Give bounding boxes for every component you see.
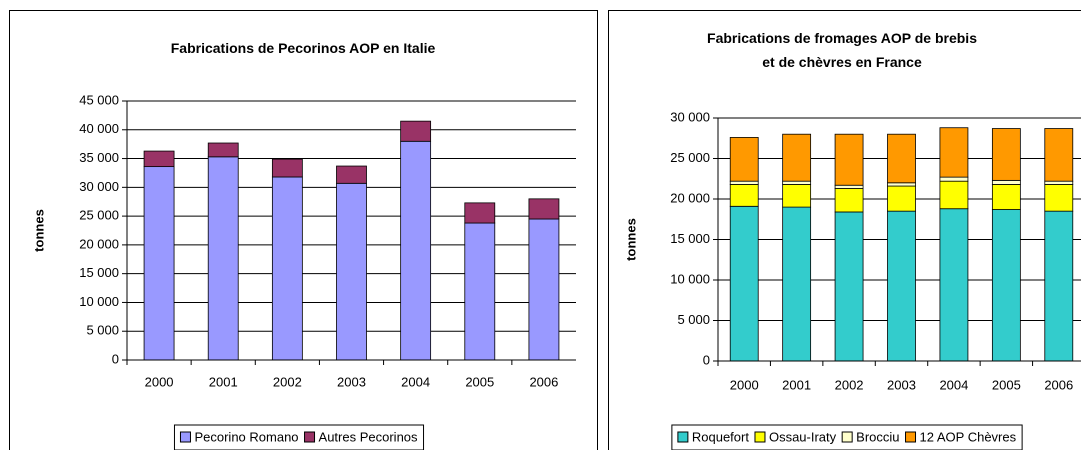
x-tick-label: 2004 — [401, 374, 430, 389]
x-tick-label: 2003 — [887, 377, 916, 392]
y-tick-label: 30 000 — [79, 179, 119, 194]
bar-segment — [1044, 128, 1074, 182]
x-tick-label: 2006 — [1044, 377, 1073, 392]
y-axis-label: tonnes — [31, 209, 46, 252]
y-tick-label: 20 000 — [670, 190, 710, 205]
y-tick-label: 10 000 — [79, 294, 119, 309]
bar-segment — [1044, 184, 1074, 212]
chart-frame — [9, 10, 598, 450]
bar-segment — [834, 188, 864, 213]
bar-segment — [782, 133, 812, 182]
bar-segment — [400, 120, 432, 142]
bar-segment — [782, 180, 812, 185]
y-tick-label: 15 000 — [670, 231, 710, 246]
y-tick-label: 25 000 — [670, 150, 710, 165]
bar-segment — [991, 184, 1021, 210]
bar-segment — [729, 205, 759, 362]
bar-segment — [939, 180, 969, 210]
bar-segment — [939, 176, 969, 182]
x-tick-label: 2005 — [992, 377, 1021, 392]
legend-label: Ossau-Iraty — [769, 429, 837, 444]
bar-segment — [207, 142, 239, 158]
bar-segment — [887, 185, 916, 212]
bar-segment — [782, 184, 812, 208]
legend-label: 12 AOP Chèvres — [920, 429, 1017, 444]
bar-segment — [464, 202, 496, 224]
bar-segment — [887, 210, 916, 362]
bar-segment — [729, 180, 759, 185]
bar-segment — [834, 211, 864, 362]
bar-segment — [939, 127, 969, 178]
y-tick-label: 15 000 — [79, 265, 119, 280]
bar-segment — [991, 209, 1021, 362]
bar-segment — [528, 198, 560, 220]
y-tick-label: 30 000 — [670, 109, 710, 124]
bar-segment — [336, 182, 367, 361]
bar-segment — [991, 179, 1021, 185]
bar-segment — [271, 158, 303, 178]
legend-label: Autres Pecorinos — [319, 429, 418, 444]
bar-segment — [1044, 210, 1074, 362]
y-tick-label: 5 000 — [677, 312, 710, 327]
legend-label: Roquefort — [692, 429, 749, 444]
bar-segment — [834, 184, 864, 189]
chart-title: Fabrications de Pecorinos AOP en Italie — [170, 40, 436, 56]
bar-segment — [729, 184, 759, 207]
y-tick-label: 45 000 — [79, 92, 119, 107]
bar-segment — [939, 208, 969, 362]
bar-segment — [400, 140, 432, 361]
y-axis-label: tonnes — [623, 218, 638, 261]
bar-segment — [464, 222, 496, 361]
bar-segment — [271, 176, 303, 361]
legend-label: Brocciu — [856, 429, 899, 444]
y-tick-label: 5 000 — [86, 323, 119, 338]
bar-segment — [729, 137, 759, 182]
y-tick-label: 10 000 — [670, 271, 710, 286]
bar-segment — [887, 182, 916, 187]
bar-segment — [528, 218, 560, 361]
x-tick-label: 2005 — [465, 374, 494, 389]
bar-segment — [887, 133, 916, 184]
legend-swatch — [304, 431, 316, 443]
legend-swatch — [905, 431, 917, 443]
bar-segment — [143, 166, 175, 361]
x-tick-label: 2000 — [730, 377, 759, 392]
legend-swatch — [754, 431, 766, 443]
bar-segment — [782, 206, 812, 362]
legend-box — [173, 424, 425, 450]
bar-segment — [336, 165, 367, 184]
bar-segment — [991, 128, 1021, 181]
x-tick-label: 2002 — [835, 377, 864, 392]
y-tick-label: 40 000 — [79, 121, 119, 136]
x-tick-label: 2000 — [145, 374, 174, 389]
y-tick-label: 0 — [703, 352, 710, 367]
x-tick-label: 2002 — [273, 374, 302, 389]
legend-swatch — [179, 431, 191, 443]
x-tick-label: 2003 — [337, 374, 366, 389]
x-tick-label: 2006 — [529, 374, 558, 389]
x-tick-label: 2001 — [782, 377, 811, 392]
x-tick-label: 2001 — [209, 374, 238, 389]
legend-label: Pecorino Romano — [194, 429, 298, 444]
y-tick-label: 35 000 — [79, 150, 119, 165]
x-tick-label: 2004 — [939, 377, 968, 392]
chart-title: Fabrications de fromages AOP de brebis e… — [707, 30, 977, 70]
y-tick-label: 0 — [112, 351, 119, 366]
bar-segment — [207, 156, 239, 361]
y-tick-label: 20 000 — [79, 236, 119, 251]
bar-segment — [143, 150, 175, 168]
y-tick-label: 25 000 — [79, 208, 119, 223]
legend-swatch — [677, 431, 689, 443]
bar-segment — [1044, 180, 1074, 185]
legend-swatch — [841, 431, 853, 443]
bar-segment — [834, 133, 864, 186]
